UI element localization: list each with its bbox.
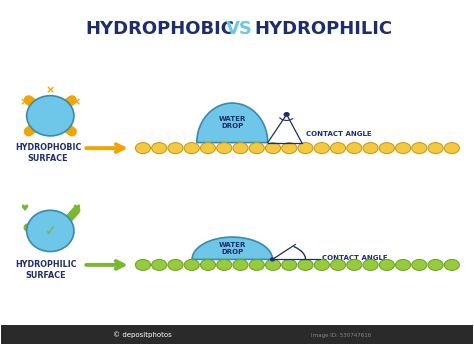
Circle shape (265, 142, 281, 154)
Circle shape (444, 142, 459, 154)
Circle shape (395, 259, 410, 270)
Text: ×: × (72, 97, 81, 107)
Ellipse shape (27, 210, 74, 252)
Polygon shape (197, 103, 268, 142)
Text: ×: × (19, 97, 29, 107)
Circle shape (395, 142, 410, 154)
Circle shape (168, 259, 183, 270)
Text: ♥: ♥ (20, 204, 28, 213)
Circle shape (347, 142, 362, 154)
Circle shape (136, 142, 151, 154)
Circle shape (217, 142, 232, 154)
Circle shape (412, 142, 427, 154)
Circle shape (282, 259, 297, 270)
Circle shape (363, 259, 378, 270)
Circle shape (152, 142, 167, 154)
Circle shape (314, 259, 329, 270)
Circle shape (330, 259, 346, 270)
Circle shape (249, 259, 264, 270)
FancyBboxPatch shape (0, 325, 474, 344)
Text: CONTACT ANGLE: CONTACT ANGLE (307, 131, 372, 137)
Circle shape (284, 113, 289, 116)
Text: HYDROPHILIC
SURFACE: HYDROPHILIC SURFACE (15, 260, 76, 279)
Text: CONTACT ANGLE: CONTACT ANGLE (322, 255, 388, 261)
Circle shape (184, 259, 199, 270)
Circle shape (412, 259, 427, 270)
Circle shape (168, 142, 183, 154)
Circle shape (249, 142, 264, 154)
Circle shape (428, 142, 443, 154)
Text: WATER
DROP: WATER DROP (219, 116, 246, 129)
Text: ✓: ✓ (45, 224, 56, 238)
Circle shape (201, 259, 216, 270)
Circle shape (379, 142, 394, 154)
Circle shape (298, 259, 313, 270)
Circle shape (152, 259, 167, 270)
Circle shape (314, 142, 329, 154)
Ellipse shape (27, 96, 74, 136)
Text: HYDROPHOBIC
SURFACE: HYDROPHOBIC SURFACE (15, 143, 81, 163)
Text: HYDROPHOBIC: HYDROPHOBIC (86, 20, 235, 38)
Circle shape (282, 142, 297, 154)
Circle shape (201, 142, 216, 154)
Circle shape (444, 259, 459, 270)
Circle shape (136, 259, 151, 270)
Circle shape (379, 259, 394, 270)
Polygon shape (192, 237, 273, 259)
Circle shape (330, 142, 346, 154)
Circle shape (347, 259, 362, 270)
Text: HYDROPHILIC: HYDROPHILIC (255, 20, 393, 38)
Circle shape (428, 259, 443, 270)
Text: WATER
DROP: WATER DROP (219, 242, 246, 255)
Circle shape (363, 142, 378, 154)
Text: © depositphotos: © depositphotos (113, 332, 172, 338)
Circle shape (233, 142, 248, 154)
Circle shape (217, 259, 232, 270)
Circle shape (184, 142, 199, 154)
Circle shape (233, 259, 248, 270)
Text: ♥: ♥ (72, 204, 81, 213)
Circle shape (265, 259, 281, 270)
Text: VS: VS (226, 20, 253, 38)
Text: Image ID: 530747616: Image ID: 530747616 (311, 333, 371, 337)
Text: ×: × (46, 85, 55, 95)
Circle shape (271, 258, 274, 261)
Circle shape (298, 142, 313, 154)
